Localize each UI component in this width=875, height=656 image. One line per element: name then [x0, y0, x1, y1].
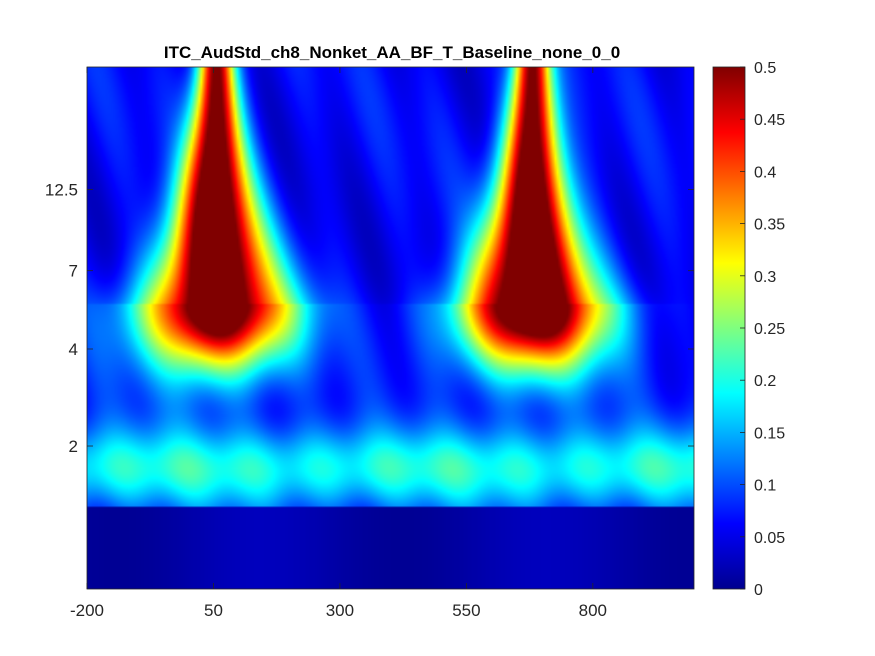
colorbar-tick-label: 0.1: [754, 478, 776, 495]
colorbar-tick-label: 0.3: [754, 269, 776, 286]
colorbar-tick-label: 0.45: [754, 112, 785, 129]
colorbar-tick-label: 0.35: [754, 217, 785, 234]
heatmap-plot: [87, 67, 694, 589]
colorbar-tick-label: 0.15: [754, 425, 785, 442]
x-axis: -200 50 300 550 800: [70, 67, 607, 620]
colorbar: 0 0.05 0.1 0.15 0.2 0.25 0.3 0.35 0.4 0.45 0.5: [712, 60, 785, 599]
x-tick-label: 300: [326, 601, 354, 620]
x-tick-label: 50: [204, 601, 223, 620]
y-tick-label: 2: [69, 437, 78, 456]
colorbar-tick-label: 0.25: [754, 321, 785, 338]
colorbar-gradient: [713, 67, 745, 589]
colorbar-tick-label: 0.4: [754, 164, 776, 181]
heatmap-image: [87, 67, 694, 589]
chart-title: ITC_AudStd_ch8_Nonket_AA_BF_T_Baseline_n…: [164, 43, 620, 62]
colorbar-tick-label: 0: [754, 582, 763, 599]
y-tick-label: 12.5: [45, 181, 78, 200]
x-tick-label: 550: [452, 601, 480, 620]
y-tick-label: 7: [69, 262, 78, 281]
colorbar-tick-label: 0.05: [754, 530, 785, 547]
y-tick-label: 4: [69, 340, 78, 359]
plot-frame: [86, 66, 695, 590]
x-tick-label: -200: [70, 601, 104, 620]
x-tick-label: 800: [579, 601, 607, 620]
colorbar-ticks: 0 0.05 0.1 0.15 0.2 0.25 0.3 0.35 0.4 0.45 0.5: [740, 60, 785, 599]
colorbar-tick-label: 0.2: [754, 373, 776, 390]
y-axis: 2 4 7 12.5: [45, 181, 694, 456]
colorbar-tick-label: 0.5: [754, 60, 776, 77]
